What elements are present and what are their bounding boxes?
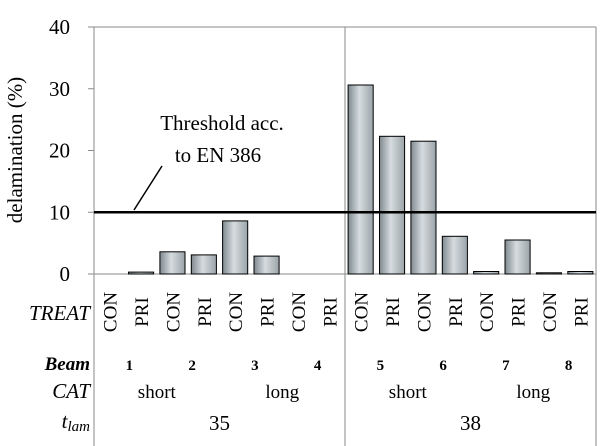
treat-label: CON <box>289 292 310 332</box>
treat-label: PRI <box>320 297 341 327</box>
treat-label: CON <box>352 292 373 332</box>
threshold-pointer <box>133 165 163 211</box>
bar <box>190 254 217 275</box>
beam-label: 3 <box>251 358 259 374</box>
row-label-beam: Beam <box>44 354 90 375</box>
beam-label: 7 <box>502 358 510 374</box>
treat-label: CON <box>540 292 561 332</box>
beam-label: 8 <box>565 358 573 374</box>
bar <box>128 271 155 275</box>
treat-label: PRI <box>446 297 467 327</box>
category-labels: short long short long <box>138 382 551 403</box>
bar <box>159 251 186 275</box>
beam-label: 4 <box>314 358 322 374</box>
bar <box>535 272 563 275</box>
row-label-tlam: tlam <box>62 409 91 435</box>
y-axis-ticks: 0 10 20 30 40 <box>49 15 94 286</box>
cat-label: short <box>389 382 428 403</box>
tlam-main: t <box>62 409 69 433</box>
y-tick-label: 10 <box>49 200 70 224</box>
bar <box>253 255 280 275</box>
treat-label: PRI <box>258 297 279 327</box>
treat-label: PRI <box>509 297 530 327</box>
treat-label: CON <box>101 292 122 332</box>
bar <box>222 220 249 275</box>
beam-labels: 1 2 3 4 5 6 7 8 <box>126 358 573 374</box>
row-label-treat: TREAT <box>29 301 91 325</box>
bar <box>347 84 374 275</box>
treat-label: PRI <box>383 297 404 327</box>
row-label-cat: CAT <box>52 379 91 403</box>
treat-label: CON <box>163 292 184 332</box>
bar <box>567 271 594 275</box>
cat-label: long <box>516 382 550 403</box>
y-tick-label: 30 <box>49 77 70 101</box>
tlam-label: 38 <box>460 411 481 435</box>
bar <box>441 235 468 275</box>
tlam-sub: lam <box>68 419 91 435</box>
treat-label: PRI <box>195 297 216 327</box>
treat-label: PRI <box>132 297 153 327</box>
treat-label: CON <box>414 292 435 332</box>
threshold-label-line2: to EN 386 <box>175 143 261 167</box>
tlam-label: 35 <box>209 411 230 435</box>
bar <box>473 271 500 275</box>
treat-label: CON <box>477 292 498 332</box>
bar <box>410 140 437 275</box>
beam-label: 1 <box>126 358 134 374</box>
threshold-label-line1: Threshold acc. <box>160 111 284 135</box>
y-tick-label: 20 <box>49 139 70 163</box>
y-axis-label: delamination (%) <box>3 77 27 223</box>
treat-label: CON <box>226 292 247 332</box>
bars <box>128 84 594 275</box>
cat-label: long <box>265 382 299 403</box>
y-tick-label: 0 <box>60 262 71 286</box>
treatment-labels: CON PRI CON PRI CON PRI CON PRI CON PRI CON PRI CON P… <box>101 292 593 332</box>
bar <box>504 239 531 275</box>
beam-label: 6 <box>439 358 447 374</box>
cat-label: short <box>138 382 177 403</box>
y-tick-label: 40 <box>49 15 70 39</box>
beam-label: 5 <box>377 358 385 374</box>
treat-label: PRI <box>571 297 592 327</box>
tlam-labels: 35 38 <box>209 411 481 435</box>
beam-label: 2 <box>188 358 196 374</box>
bar <box>379 135 406 275</box>
